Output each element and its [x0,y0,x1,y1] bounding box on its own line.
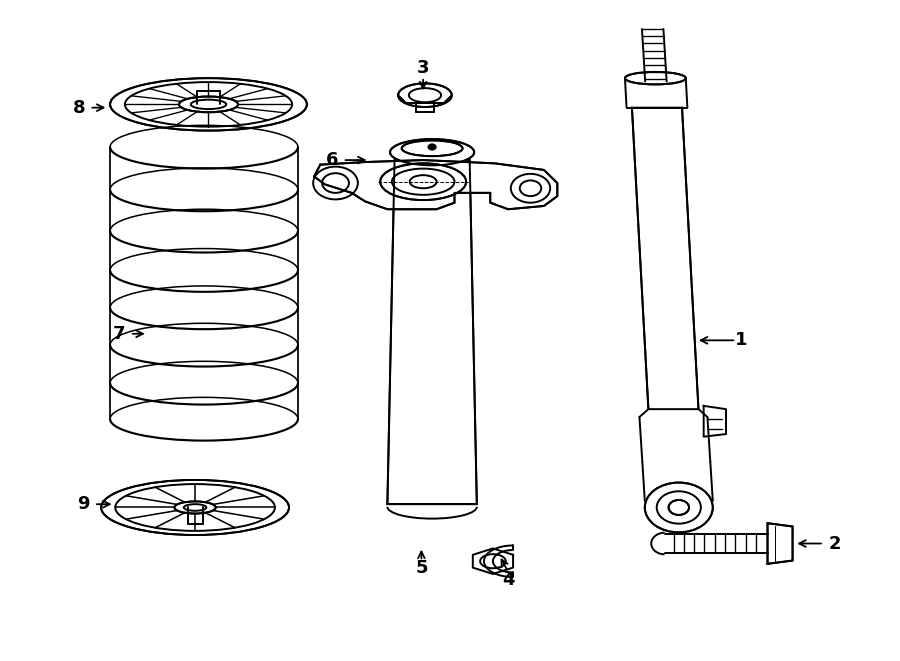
Text: 4: 4 [502,570,515,588]
Text: 8: 8 [73,98,86,116]
Ellipse shape [625,72,686,85]
Ellipse shape [110,78,307,131]
Ellipse shape [101,480,289,535]
Text: 3: 3 [417,59,429,77]
Polygon shape [768,524,793,564]
Ellipse shape [401,140,463,156]
Ellipse shape [428,144,436,149]
Polygon shape [387,160,477,504]
Ellipse shape [380,163,466,200]
Text: 6: 6 [326,151,338,169]
Ellipse shape [390,139,474,165]
Text: 1: 1 [734,331,747,349]
Ellipse shape [644,483,713,532]
Text: 7: 7 [112,325,125,343]
Ellipse shape [179,97,238,112]
Polygon shape [314,160,557,210]
Ellipse shape [175,502,216,514]
Text: 9: 9 [77,495,89,513]
Ellipse shape [398,83,452,107]
Ellipse shape [669,500,689,515]
Text: 2: 2 [828,535,841,553]
Text: 5: 5 [415,559,428,577]
Polygon shape [632,108,698,409]
